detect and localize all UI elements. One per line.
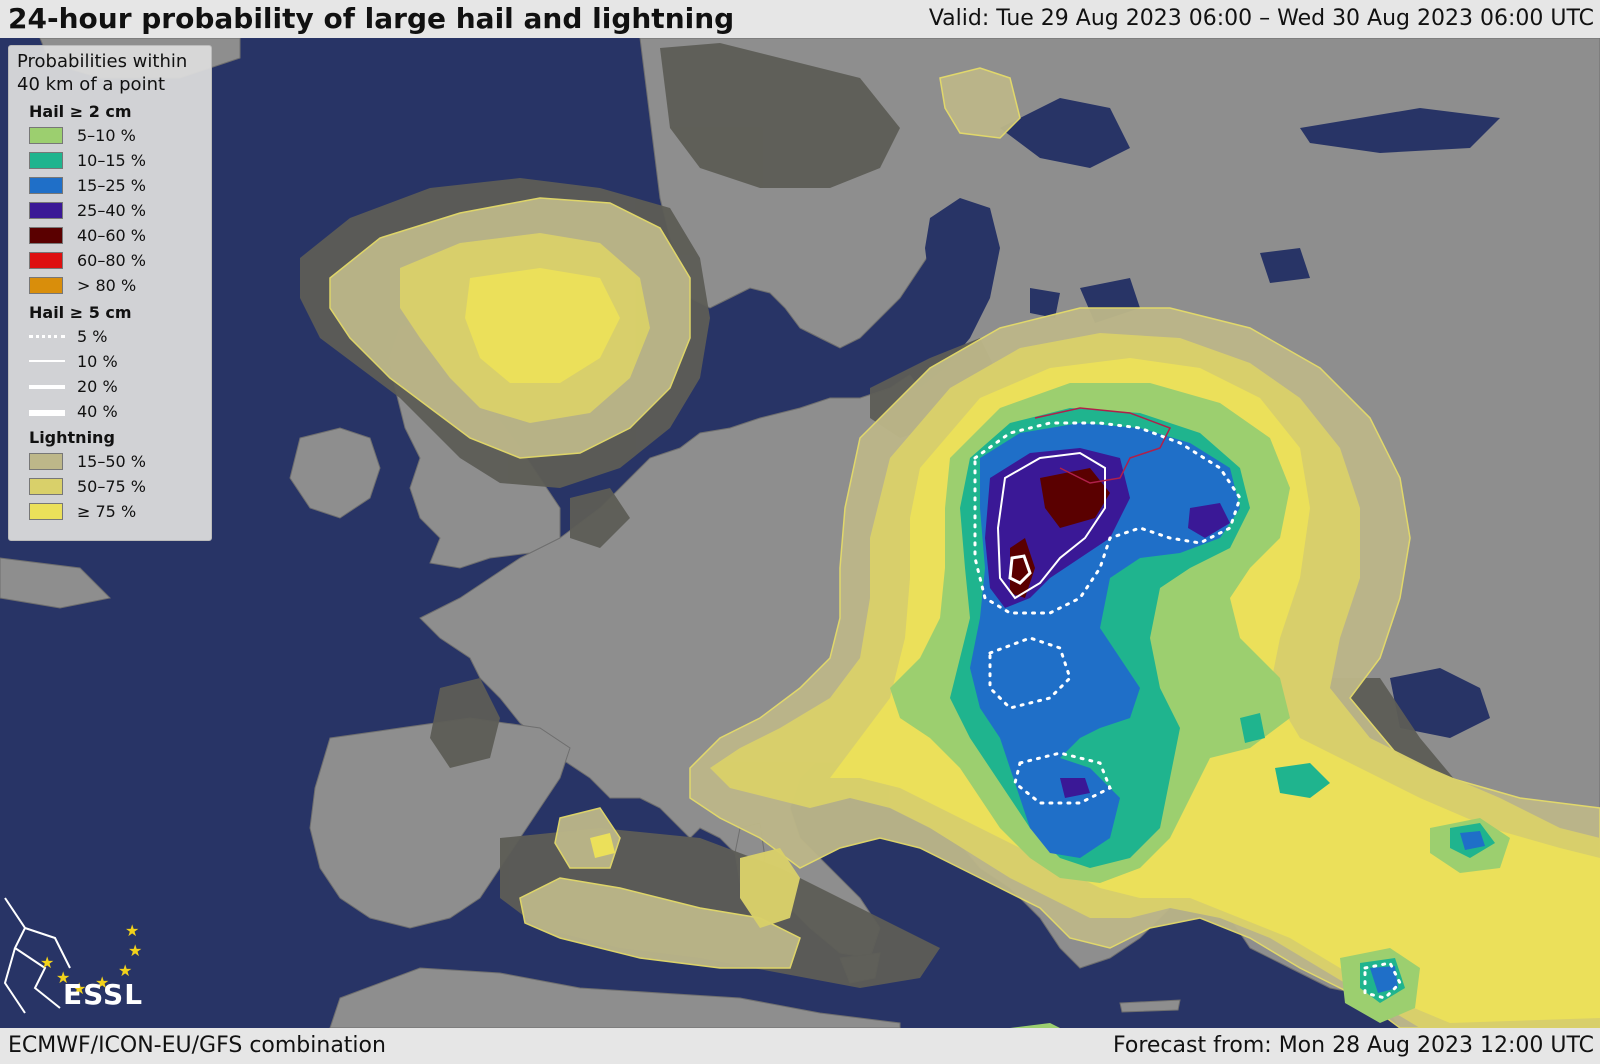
forecast-map: ★★★ ★★★ ★ <box>0 38 1600 1028</box>
swatch <box>29 478 63 495</box>
footer-bar: ECMWF/ICON-EU/GFS combination Forecast f… <box>0 1028 1600 1064</box>
essl-logo: ★★★ ★★★ ★ <box>3 897 142 1014</box>
land-crete <box>1119 999 1181 1013</box>
forecast-time: Forecast from: Mon 28 Aug 2023 12:00 UTC <box>1113 1033 1594 1058</box>
hail-5cm-contours <box>973 421 1402 1000</box>
legend-item: 25–40 % <box>29 200 209 222</box>
essl-logo-text: ESSL <box>63 978 144 1011</box>
swatch <box>29 227 63 244</box>
legend-intro: Probabilities within 40 km of a point <box>17 51 188 95</box>
legend-item: 20 % <box>29 376 209 398</box>
swatch <box>29 252 63 269</box>
contour-5-percent <box>973 421 1242 615</box>
contour-5-percent-3 <box>1013 751 1112 805</box>
swatch <box>29 453 63 470</box>
model-source: ECMWF/ICON-EU/GFS combination <box>8 1033 386 1058</box>
lightning-bolt-icon <box>3 897 71 1014</box>
swatch <box>29 277 63 294</box>
svg-text:★: ★ <box>128 941 142 960</box>
line-sample <box>29 335 65 338</box>
line-sample <box>29 360 65 362</box>
svg-text:★: ★ <box>95 973 109 992</box>
legend-item: 10 % <box>29 351 209 373</box>
line-sample <box>29 410 65 416</box>
contour-5-percent-4 <box>1363 961 1402 1000</box>
svg-text:★: ★ <box>56 968 70 987</box>
legend-item: 40–60 % <box>29 225 209 247</box>
land-greenland-tip <box>0 557 112 609</box>
legend-panel: Probabilities within 40 km of a point Ha… <box>8 45 212 541</box>
swatch <box>29 202 63 219</box>
svg-text:★: ★ <box>125 921 139 940</box>
legend-item: > 80 % <box>29 275 209 297</box>
legend-item: 15–25 % <box>29 175 209 197</box>
svg-text:★: ★ <box>72 979 86 998</box>
header-bar: 24-hour probability of large hail and li… <box>0 0 1600 38</box>
contour-20-percent <box>1008 554 1032 585</box>
legend-item: 50–75 % <box>29 476 209 498</box>
legend-item: 60–80 % <box>29 250 209 272</box>
svg-text:★: ★ <box>118 961 132 980</box>
legend-item: 10–15 % <box>29 150 209 172</box>
legend-item: 5 % <box>29 326 209 348</box>
line-sample <box>29 385 65 389</box>
legend-lightning-title: Lightning <box>29 428 115 447</box>
legend-item: ≥ 75 % <box>29 501 209 523</box>
legend-item: 15–50 % <box>29 451 209 473</box>
land-ireland <box>289 427 381 519</box>
legend-hail5-title: Hail ≥ 5 cm <box>29 303 132 322</box>
legend-item: 40 % <box>29 401 209 423</box>
legend-hail2-title: Hail ≥ 2 cm <box>29 102 132 121</box>
star-icons: ★★★ ★★★ ★ <box>40 921 142 998</box>
contour-10-percent <box>996 451 1106 600</box>
border-line <box>1034 407 1172 484</box>
land-north-africa <box>329 967 901 1028</box>
swatch <box>29 503 63 520</box>
map-title: 24-hour probability of large hail and li… <box>8 2 735 35</box>
swatch <box>29 177 63 194</box>
land-iberia <box>309 717 571 929</box>
svg-text:★: ★ <box>40 953 54 972</box>
swatch <box>29 127 63 144</box>
swatch <box>29 152 63 169</box>
contour-5-percent-2 <box>988 636 1072 710</box>
valid-period: Valid: Tue 29 Aug 2023 06:00 – Wed 30 Au… <box>928 6 1594 31</box>
legend-item: 5–10 % <box>29 125 209 147</box>
